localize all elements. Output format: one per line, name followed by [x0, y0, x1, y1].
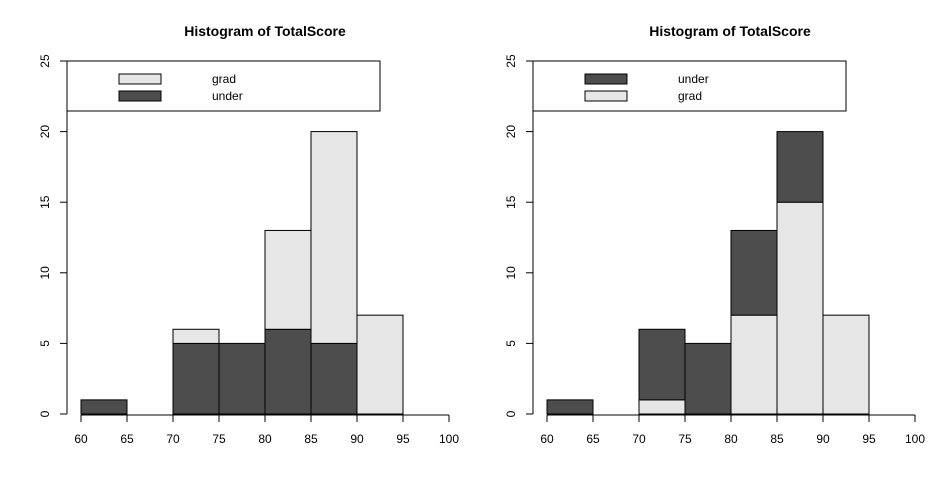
legend-label-grad: grad [678, 89, 702, 103]
x-tick-label: 65 [120, 432, 134, 446]
legend-swatch-grad [584, 90, 628, 102]
bar-under-80-85 [264, 328, 312, 415]
y-tick-label: 10 [504, 266, 518, 280]
y-tick-label: 20 [504, 125, 518, 139]
bar-under-70-75 [638, 328, 686, 401]
x-tick-label: 75 [212, 432, 226, 446]
x-tick-label: 90 [816, 432, 830, 446]
y-axis: 0 5 10 15 20 25 [504, 54, 534, 417]
x-tick-label: 95 [862, 432, 876, 446]
legend-box [66, 60, 381, 112]
bar-under-75-80 [684, 342, 732, 415]
x-tick-label: 80 [724, 432, 738, 446]
y-tick-label: 5 [38, 340, 52, 347]
bar-grad-85-90 [310, 131, 358, 344]
chart-title: Histogram of TotalScore [184, 23, 346, 39]
x-tick-label: 85 [304, 432, 318, 446]
chart-title: Histogram of TotalScore [649, 23, 811, 39]
bar-grad-90-95 [356, 314, 404, 415]
x-tick-label: 60 [74, 432, 88, 446]
histogram-panel-2: Histogram of TotalScore 60 65 70 75 80 85 90 95 1… [504, 23, 925, 446]
y-tick-label: 5 [504, 340, 518, 347]
x-tick-label: 75 [678, 432, 692, 446]
x-tick-label: 70 [632, 432, 646, 446]
x-tick-label: 95 [396, 432, 410, 446]
bar-under-80-85 [730, 229, 778, 316]
x-tick-label: 80 [258, 432, 272, 446]
bar-under-85-90 [776, 131, 824, 203]
bar-grad-85-90 [776, 201, 824, 415]
bar-under-75-80 [218, 342, 266, 415]
bar-under-60-65 [546, 399, 594, 415]
legend-label-under: under [212, 89, 243, 103]
legend-swatch-grad [118, 73, 162, 85]
bar-grad-70-75 [172, 328, 220, 344]
bar-under-85-90 [310, 342, 358, 415]
legend-label-under: under [678, 72, 709, 86]
y-tick-label: 15 [38, 195, 52, 209]
y-tick-label: 15 [504, 195, 518, 209]
bar-under-70-75 [172, 342, 220, 415]
x-tick-label: 65 [586, 432, 600, 446]
y-tick-label: 25 [38, 54, 52, 68]
legend: grad under [66, 60, 381, 112]
bar-grad-80-85 [730, 314, 778, 415]
legend: under grad [532, 60, 847, 112]
y-tick-label: 20 [38, 125, 52, 139]
histogram-panel-1: Histogram of TotalScore 60 65 70 75 80 85 90 95 1… [38, 23, 459, 446]
y-tick-label: 0 [504, 410, 518, 417]
legend-label-grad: grad [212, 72, 236, 86]
x-tick-label: 100 [439, 432, 459, 446]
x-tick-label: 100 [905, 432, 925, 446]
legend-swatch-under [584, 73, 628, 85]
x-tick-label: 85 [770, 432, 784, 446]
y-axis: 0 5 10 15 20 25 [38, 54, 68, 417]
x-tick-label: 70 [166, 432, 180, 446]
x-axis: 60 65 70 75 80 85 90 95 100 [540, 414, 925, 446]
bar-grad-90-95 [822, 314, 870, 415]
x-tick-label: 60 [540, 432, 554, 446]
y-tick-label: 0 [38, 410, 52, 417]
y-tick-label: 25 [504, 54, 518, 68]
bar-grad-70-75 [638, 399, 686, 415]
legend-box [532, 60, 847, 112]
legend-swatch-under [118, 90, 162, 102]
x-tick-label: 90 [350, 432, 364, 446]
bar-grad-80-85 [264, 229, 312, 330]
y-tick-label: 10 [38, 266, 52, 280]
x-axis: 60 65 70 75 80 85 90 95 100 [74, 414, 459, 446]
bar-under-60-65 [80, 399, 128, 415]
